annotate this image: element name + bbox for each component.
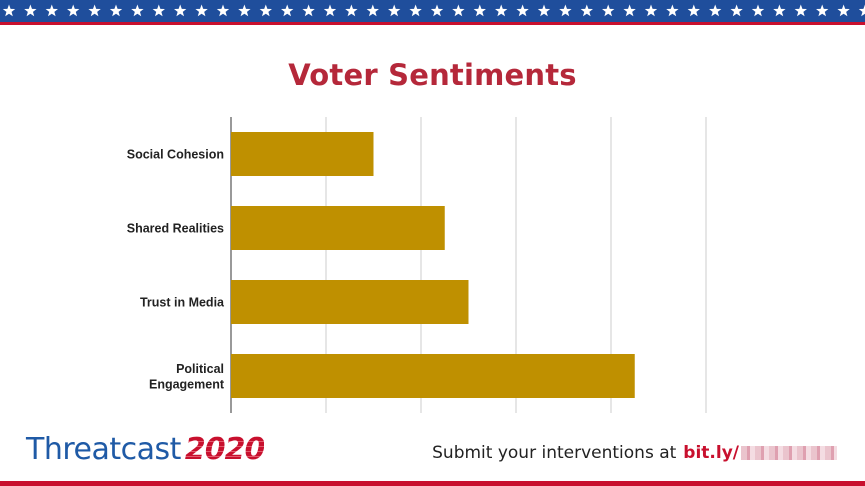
star-icon [537,4,551,17]
submission-cta: Submit your interventions at bit.ly/ [432,443,837,463]
bottom-border [0,481,865,486]
star-icon [495,4,508,17]
star-icon [388,4,401,17]
star-icon [644,4,658,17]
star-banner [0,0,865,22]
star-icon [473,4,486,17]
star-icon [837,4,850,17]
star-icon [24,4,37,17]
star-icon [174,4,187,17]
category-label: Shared Realities [127,222,224,236]
star-icon [152,4,165,17]
bar [231,206,445,250]
star-icon [366,4,379,17]
star-icon [302,4,315,17]
star-icon [2,4,16,17]
star-icon [623,4,636,17]
bar [231,280,469,324]
star-pattern [0,0,865,22]
star-icon [773,4,786,17]
category-label: Political Engagement [149,362,225,392]
star-icon [109,4,123,17]
star-icon [452,4,465,17]
star-icon [687,4,700,17]
category-label: Social Cohesion [127,148,224,162]
star-icon [45,4,58,17]
star-icon [730,4,743,17]
category-label: Trust in Media [140,296,225,310]
star-icon [281,4,294,17]
star-icon [131,4,144,17]
star-icon [666,4,679,17]
banner-border [0,22,865,25]
star-icon [580,4,593,17]
brand-word: Threatcast [26,432,181,467]
star-icon [216,4,230,17]
star-icon [516,4,529,17]
submission-link[interactable]: bit.ly/ [683,443,739,463]
star-icon [430,4,444,17]
bar [231,354,635,398]
bar-chart: Social Cohesion Shared Realities Trust in … [127,117,707,413]
star-icon [816,4,829,17]
star-icon [559,4,572,17]
star-icon [323,4,337,17]
star-icon [751,4,765,17]
star-icon [409,4,422,17]
star-icon [238,4,251,17]
star-icon [794,4,807,17]
star-icon [88,4,101,17]
brand-logo[interactable]: Threatcast 2020 [26,432,265,472]
star-icon [195,4,208,17]
chart-title: Voter Sentiments [288,58,577,92]
star-icon [259,4,272,17]
star-icon [602,4,615,17]
star-icon [709,4,722,17]
bar [231,132,374,176]
star-icon [345,4,358,17]
brand-year: 2020 [184,432,265,467]
cta-text: Submit your interventions at [432,443,677,463]
star-icon [67,4,80,17]
redacted-link-tail [741,446,837,460]
star-icon [858,4,865,17]
